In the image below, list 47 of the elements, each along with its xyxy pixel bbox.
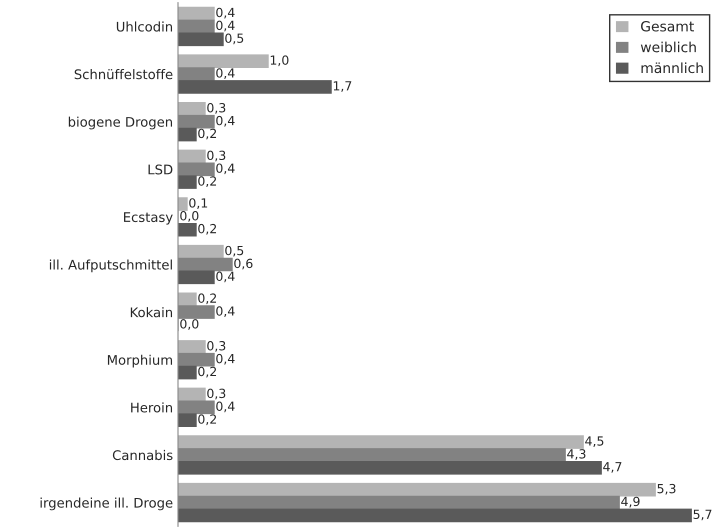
data-label: 0,4: [216, 8, 235, 18]
data-label: 0,6: [234, 258, 253, 270]
data-label: 4,7: [603, 462, 622, 473]
data-label: 1,7: [334, 81, 352, 92]
data-label: 0,3: [207, 150, 226, 162]
y-tick-label: Ecstasy: [124, 212, 173, 225]
y-tick-label: Morphium: [108, 354, 172, 368]
data-label: 0,1: [189, 198, 208, 209]
legend-label: weiblich: [640, 42, 696, 52]
data-label: 0,4: [216, 354, 235, 365]
data-label: 4,3: [567, 449, 586, 460]
data-label: 0,3: [207, 341, 226, 352]
data-label: 0,4: [216, 272, 235, 282]
data-label: 0,4: [216, 20, 235, 32]
data-label: 4,9: [621, 496, 640, 508]
legend-label: Gesamt: [641, 21, 694, 32]
data-label: 0,2: [198, 293, 216, 304]
y-tick-label: Kokain: [130, 307, 172, 318]
data-label: 0,4: [216, 116, 235, 127]
y-tick-label: Schnüffelstoffe: [74, 69, 172, 80]
data-label: 0,0: [180, 319, 198, 330]
y-tick-label: Uhlcodin: [116, 21, 172, 32]
data-label: 0,4: [216, 402, 235, 412]
y-tick-label: Cannabis: [112, 450, 172, 460]
data-label: 1,0: [270, 55, 288, 66]
data-label: 0,2: [198, 366, 216, 378]
data-label: 0,2: [198, 128, 216, 140]
data-label: 0,2: [198, 224, 216, 235]
y-tick-label: Heroin: [131, 402, 172, 413]
data-label: 5,7: [694, 510, 712, 520]
data-label: 0,0: [180, 211, 198, 222]
y-tick-label: irgendeine ill. Droge: [40, 498, 172, 510]
data-label: 4,5: [585, 436, 604, 447]
data-label: 0,2: [198, 414, 216, 426]
data-label: 0,5: [225, 246, 244, 257]
data-label: 0,4: [216, 163, 235, 174]
data-label: 0,4: [216, 306, 235, 318]
y-tick-label: biogene Drogen: [68, 116, 172, 130]
y-tick-label: LSD: [148, 164, 172, 174]
y-tick-label: ill. Aufputschmittel: [50, 259, 172, 272]
data-label: 5,3: [658, 484, 676, 495]
legend-label: männlich: [642, 62, 703, 74]
data-label: 0,4: [216, 68, 235, 79]
data-label: 0,2: [198, 176, 216, 188]
data-label: 0,5: [225, 33, 244, 44]
data-label: 0,3: [207, 102, 226, 114]
data-label: 0,3: [207, 388, 226, 400]
